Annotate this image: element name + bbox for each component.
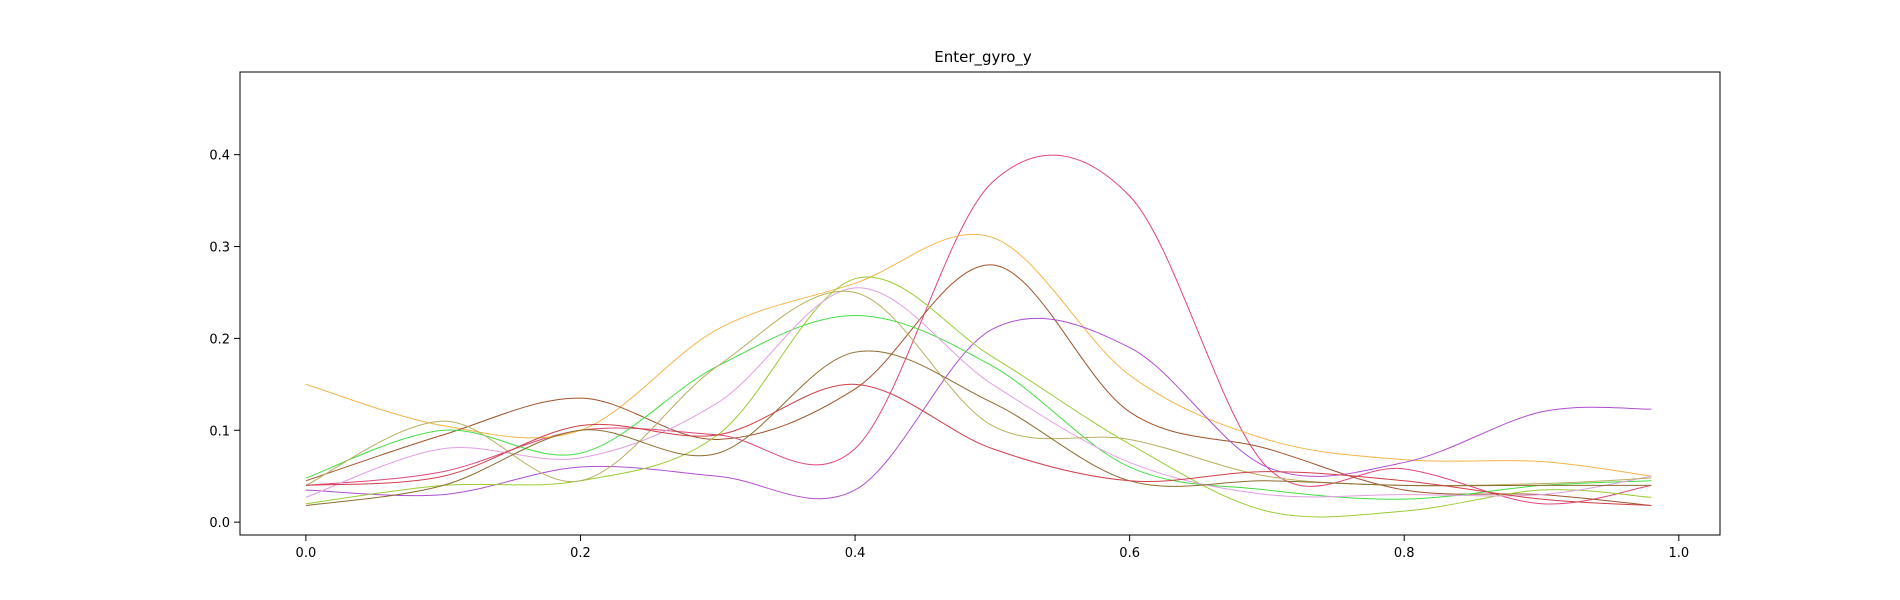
series-line-6 [305,276,1652,518]
x-tick-label: 0.8 [1394,546,1415,561]
series-line-10 [305,383,1652,507]
x-tick-label: 1.0 [1668,546,1689,561]
chart-title: Enter_gyro_y [934,48,1032,67]
y-axis: 0.0 0.1 0.2 0.3 0.4 [209,149,240,531]
y-tick-label: 0.4 [209,149,230,164]
x-tick-label: 0.4 [845,546,866,561]
series-line-4 [305,317,1652,500]
x-tick-label: 0.6 [1119,546,1140,561]
y-tick-label: 0.3 [209,241,230,256]
y-tick-label: 0.0 [209,516,230,531]
y-tick-label: 0.2 [209,332,230,347]
series-line-2 [305,233,1652,477]
x-tick-label: 0.2 [570,546,591,561]
x-tick-label: 0.0 [296,546,317,561]
series-layer [305,154,1652,518]
plot-frame [239,71,1721,536]
series-line-5 [305,314,1652,500]
series-line-3 [305,264,1652,507]
series-line-8 [305,290,1652,487]
y-tick-label: 0.1 [209,424,230,439]
x-axis: 0.0 0.2 0.4 0.6 0.8 1.0 [296,535,1689,561]
series-line-7 [305,287,1652,498]
series-line-9 [305,350,1652,507]
